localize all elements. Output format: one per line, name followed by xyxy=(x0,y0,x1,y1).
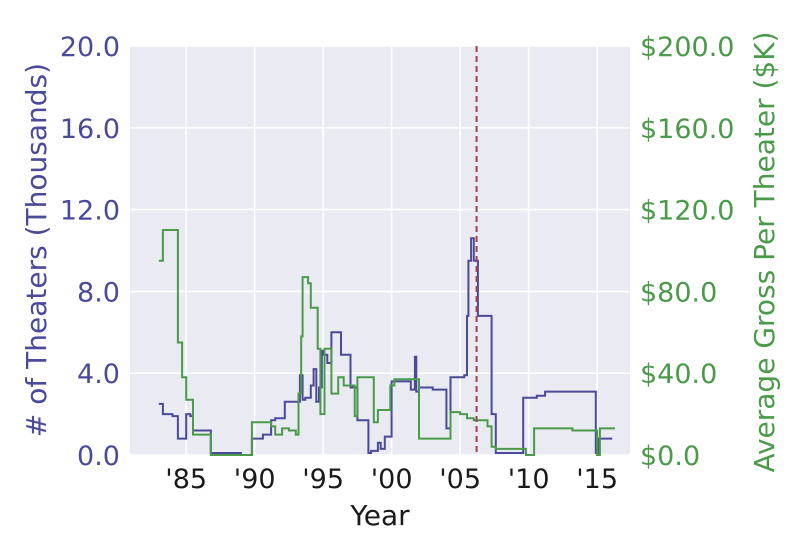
x-tick-label: '05 xyxy=(439,464,481,495)
right-tick-label: $120.0 xyxy=(640,196,734,227)
right-tick-label: $160.0 xyxy=(640,114,734,145)
right-tick-label: $40.0 xyxy=(640,359,717,390)
left-axis-ticks: 0.0 4.0 8.0 12.0 16.0 20.0 xyxy=(60,32,120,472)
x-tick-label: '90 xyxy=(234,464,276,495)
right-tick-label: $200.0 xyxy=(640,32,734,63)
left-tick-label: 4.0 xyxy=(77,359,120,390)
x-axis-ticks: '85 '90 '95 '00 '05 '10 '15 xyxy=(165,464,618,495)
x-axis-label: Year xyxy=(349,499,410,532)
left-tick-label: 0.0 xyxy=(77,441,120,472)
x-tick-label: '15 xyxy=(576,464,618,495)
left-tick-label: 12.0 xyxy=(60,196,120,227)
avg-gross-series-line xyxy=(158,229,615,456)
grid-lines xyxy=(130,45,630,456)
right-axis-ticks: $0.0 $40.0 $80.0 $120.0 $160.0 $200.0 xyxy=(640,32,734,472)
right-tick-label: $80.0 xyxy=(640,277,717,308)
theaters-series-line xyxy=(158,237,613,456)
left-tick-label: 8.0 xyxy=(77,277,120,308)
x-tick-label: '85 xyxy=(165,464,207,495)
x-tick-label: '10 xyxy=(508,464,550,495)
left-tick-label: 16.0 xyxy=(60,114,120,145)
left-tick-label: 20.0 xyxy=(60,32,120,63)
series-layer xyxy=(158,229,615,456)
x-tick-label: '95 xyxy=(302,464,344,495)
right-axis-label: Average Gross Per Theater ($K) xyxy=(748,31,781,472)
right-tick-label: $0.0 xyxy=(640,441,700,472)
x-tick-label: '00 xyxy=(371,464,413,495)
left-axis-label: # of Theaters (Thousands) xyxy=(20,63,53,437)
plot-background xyxy=(130,46,630,455)
